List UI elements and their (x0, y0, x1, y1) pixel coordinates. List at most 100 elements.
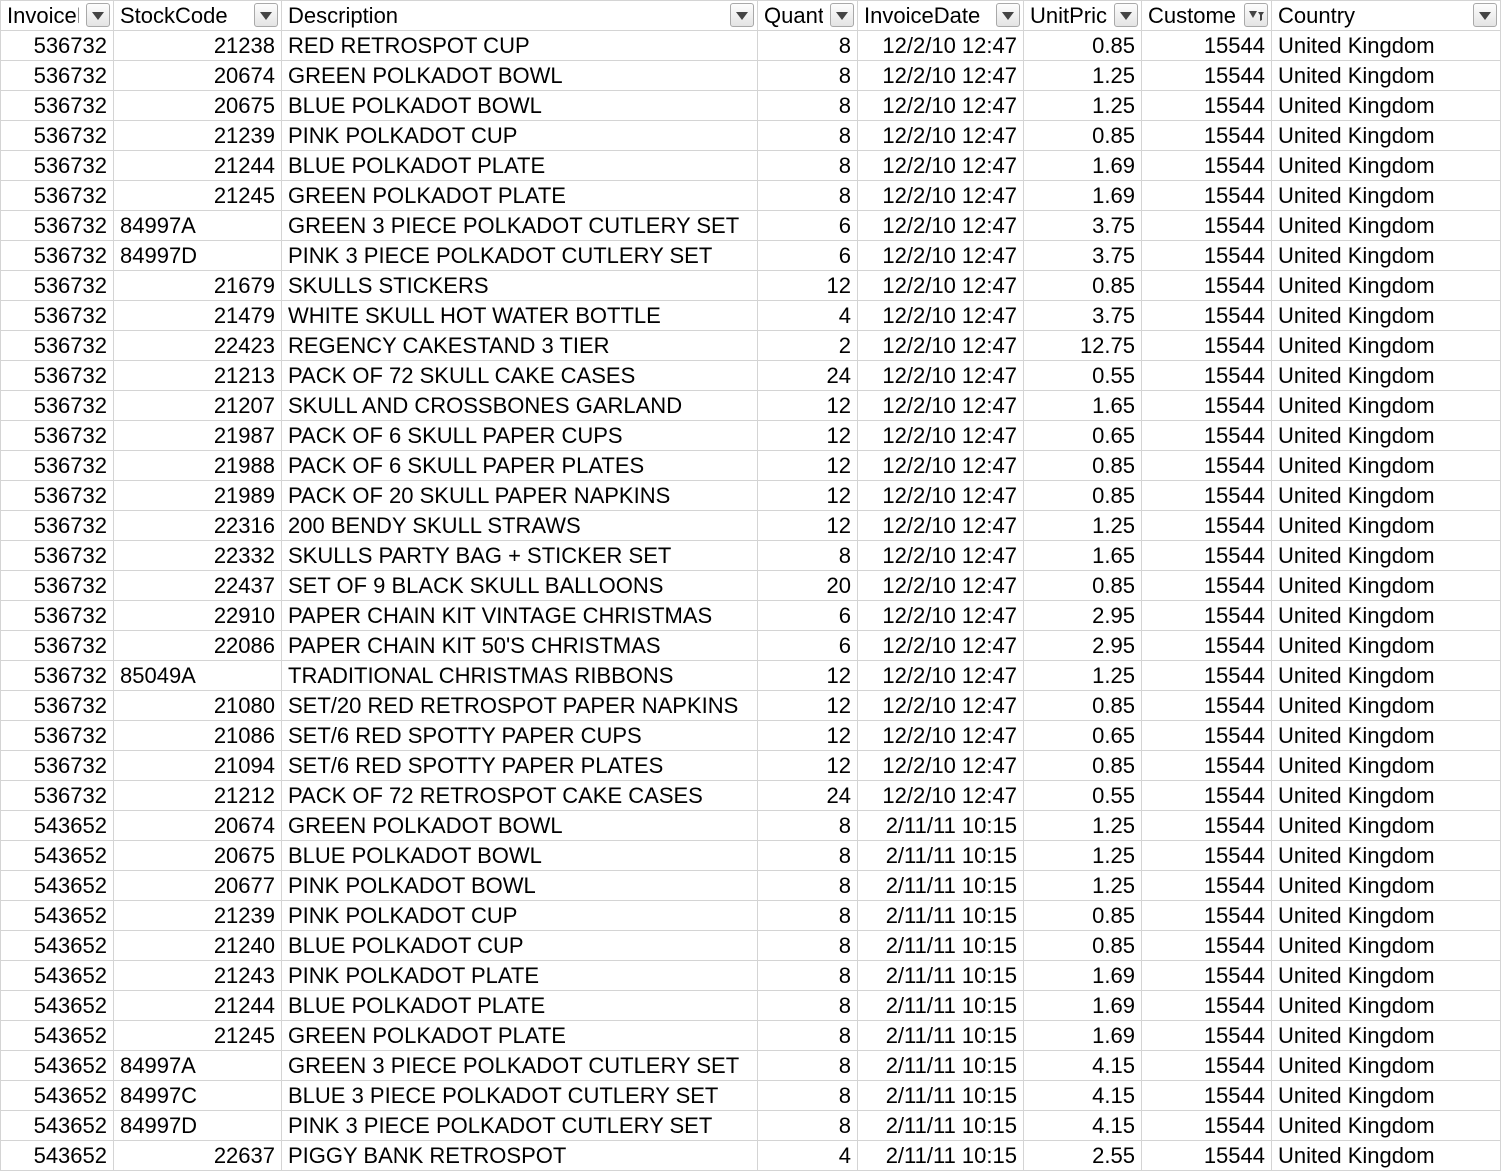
cell-country[interactable]: United Kingdom (1271, 30, 1501, 61)
cell-desc[interactable]: SET/6 RED SPOTTY PAPER CUPS (281, 720, 758, 751)
cell-qty[interactable]: 6 (757, 600, 858, 631)
funnel-filter-icon[interactable] (1244, 3, 1268, 27)
cell-desc[interactable]: REGENCY CAKESTAND 3 TIER (281, 330, 758, 361)
cell-customer[interactable]: 15544 (1141, 1110, 1272, 1141)
cell-qty[interactable]: 8 (757, 930, 858, 961)
cell-country[interactable]: United Kingdom (1271, 240, 1501, 271)
cell-stock[interactable]: 22316 (113, 510, 282, 541)
cell-desc[interactable]: PINK POLKADOT CUP (281, 900, 758, 931)
column-header-price[interactable]: UnitPrice (1023, 0, 1142, 31)
cell-stock[interactable]: 20674 (113, 60, 282, 91)
cell-date[interactable]: 12/2/10 12:47 (857, 270, 1024, 301)
cell-customer[interactable]: 15544 (1141, 1080, 1272, 1111)
cell-invoice[interactable]: 536732 (0, 570, 114, 601)
cell-date[interactable]: 12/2/10 12:47 (857, 300, 1024, 331)
cell-customer[interactable]: 15544 (1141, 840, 1272, 871)
cell-invoice[interactable]: 543652 (0, 840, 114, 871)
cell-invoice[interactable]: 536732 (0, 450, 114, 481)
cell-desc[interactable]: PINK 3 PIECE POLKADOT CUTLERY SET (281, 1110, 758, 1141)
cell-desc[interactable]: 200 BENDY SKULL STRAWS (281, 510, 758, 541)
cell-date[interactable]: 2/11/11 10:15 (857, 870, 1024, 901)
cell-country[interactable]: United Kingdom (1271, 570, 1501, 601)
cell-desc[interactable]: SET/20 RED RETROSPOT PAPER NAPKINS (281, 690, 758, 721)
filter-dropdown-button[interactable] (254, 3, 278, 27)
cell-stock[interactable]: 22910 (113, 600, 282, 631)
cell-country[interactable]: United Kingdom (1271, 780, 1501, 811)
cell-date[interactable]: 12/2/10 12:47 (857, 390, 1024, 421)
cell-customer[interactable]: 15544 (1141, 600, 1272, 631)
cell-country[interactable]: United Kingdom (1271, 930, 1501, 961)
cell-qty[interactable]: 8 (757, 60, 858, 91)
cell-date[interactable]: 12/2/10 12:47 (857, 420, 1024, 451)
cell-qty[interactable]: 8 (757, 540, 858, 571)
cell-customer[interactable]: 15544 (1141, 540, 1272, 571)
cell-date[interactable]: 2/11/11 10:15 (857, 840, 1024, 871)
cell-invoice[interactable]: 536732 (0, 510, 114, 541)
cell-customer[interactable]: 15544 (1141, 240, 1272, 271)
cell-qty[interactable]: 8 (757, 90, 858, 121)
filter-dropdown-button[interactable] (730, 3, 754, 27)
cell-country[interactable]: United Kingdom (1271, 1050, 1501, 1081)
cell-date[interactable]: 2/11/11 10:15 (857, 1140, 1024, 1171)
cell-date[interactable]: 2/11/11 10:15 (857, 960, 1024, 991)
cell-date[interactable]: 12/2/10 12:47 (857, 600, 1024, 631)
cell-date[interactable]: 12/2/10 12:47 (857, 360, 1024, 391)
cell-qty[interactable]: 8 (757, 810, 858, 841)
cell-date[interactable]: 12/2/10 12:47 (857, 720, 1024, 751)
cell-date[interactable]: 12/2/10 12:47 (857, 480, 1024, 511)
cell-customer[interactable]: 15544 (1141, 1020, 1272, 1051)
cell-desc[interactable]: PACK OF 72 SKULL CAKE CASES (281, 360, 758, 391)
cell-invoice[interactable]: 543652 (0, 1050, 114, 1081)
cell-qty[interactable]: 8 (757, 990, 858, 1021)
cell-desc[interactable]: BLUE 3 PIECE POLKADOT CUTLERY SET (281, 1080, 758, 1111)
cell-country[interactable]: United Kingdom (1271, 1110, 1501, 1141)
cell-country[interactable]: United Kingdom (1271, 270, 1501, 301)
cell-stock[interactable]: 84997A (113, 1050, 282, 1081)
cell-invoice[interactable]: 543652 (0, 1080, 114, 1111)
cell-price[interactable]: 1.65 (1023, 540, 1142, 571)
cell-date[interactable]: 2/11/11 10:15 (857, 990, 1024, 1021)
cell-desc[interactable]: SKULL AND CROSSBONES GARLAND (281, 390, 758, 421)
cell-date[interactable]: 2/11/11 10:15 (857, 1020, 1024, 1051)
cell-price[interactable]: 0.65 (1023, 720, 1142, 751)
cell-date[interactable]: 2/11/11 10:15 (857, 1110, 1024, 1141)
cell-country[interactable]: United Kingdom (1271, 750, 1501, 781)
cell-qty[interactable]: 12 (757, 450, 858, 481)
cell-stock[interactable]: 21080 (113, 690, 282, 721)
cell-stock[interactable]: 21988 (113, 450, 282, 481)
cell-qty[interactable]: 8 (757, 120, 858, 151)
cell-customer[interactable]: 15544 (1141, 270, 1272, 301)
cell-country[interactable]: United Kingdom (1271, 990, 1501, 1021)
cell-customer[interactable]: 15544 (1141, 30, 1272, 61)
cell-country[interactable]: United Kingdom (1271, 330, 1501, 361)
cell-country[interactable]: United Kingdom (1271, 1020, 1501, 1051)
cell-stock[interactable]: 20675 (113, 840, 282, 871)
cell-desc[interactable]: SKULLS STICKERS (281, 270, 758, 301)
cell-country[interactable]: United Kingdom (1271, 510, 1501, 541)
cell-stock[interactable]: 22332 (113, 540, 282, 571)
cell-price[interactable]: 4.15 (1023, 1050, 1142, 1081)
cell-customer[interactable]: 15544 (1141, 390, 1272, 421)
cell-desc[interactable]: BLUE POLKADOT PLATE (281, 150, 758, 181)
cell-country[interactable]: United Kingdom (1271, 60, 1501, 91)
cell-price[interactable]: 1.69 (1023, 1020, 1142, 1051)
cell-invoice[interactable]: 536732 (0, 480, 114, 511)
cell-qty[interactable]: 8 (757, 1020, 858, 1051)
cell-desc[interactable]: BLUE POLKADOT CUP (281, 930, 758, 961)
cell-invoice[interactable]: 536732 (0, 90, 114, 121)
cell-price[interactable]: 4.15 (1023, 1110, 1142, 1141)
cell-customer[interactable]: 15544 (1141, 630, 1272, 661)
cell-price[interactable]: 0.55 (1023, 360, 1142, 391)
cell-stock[interactable]: 21094 (113, 750, 282, 781)
cell-invoice[interactable]: 536732 (0, 330, 114, 361)
cell-stock[interactable]: 21240 (113, 930, 282, 961)
column-header-date[interactable]: InvoiceDate (857, 0, 1024, 31)
cell-customer[interactable]: 15544 (1141, 150, 1272, 181)
cell-desc[interactable]: PIGGY BANK RETROSPOT (281, 1140, 758, 1171)
cell-stock[interactable]: 22086 (113, 630, 282, 661)
cell-price[interactable]: 2.95 (1023, 600, 1142, 631)
cell-qty[interactable]: 8 (757, 900, 858, 931)
cell-stock[interactable]: 21245 (113, 1020, 282, 1051)
cell-date[interactable]: 12/2/10 12:47 (857, 540, 1024, 571)
cell-customer[interactable]: 15544 (1141, 60, 1272, 91)
